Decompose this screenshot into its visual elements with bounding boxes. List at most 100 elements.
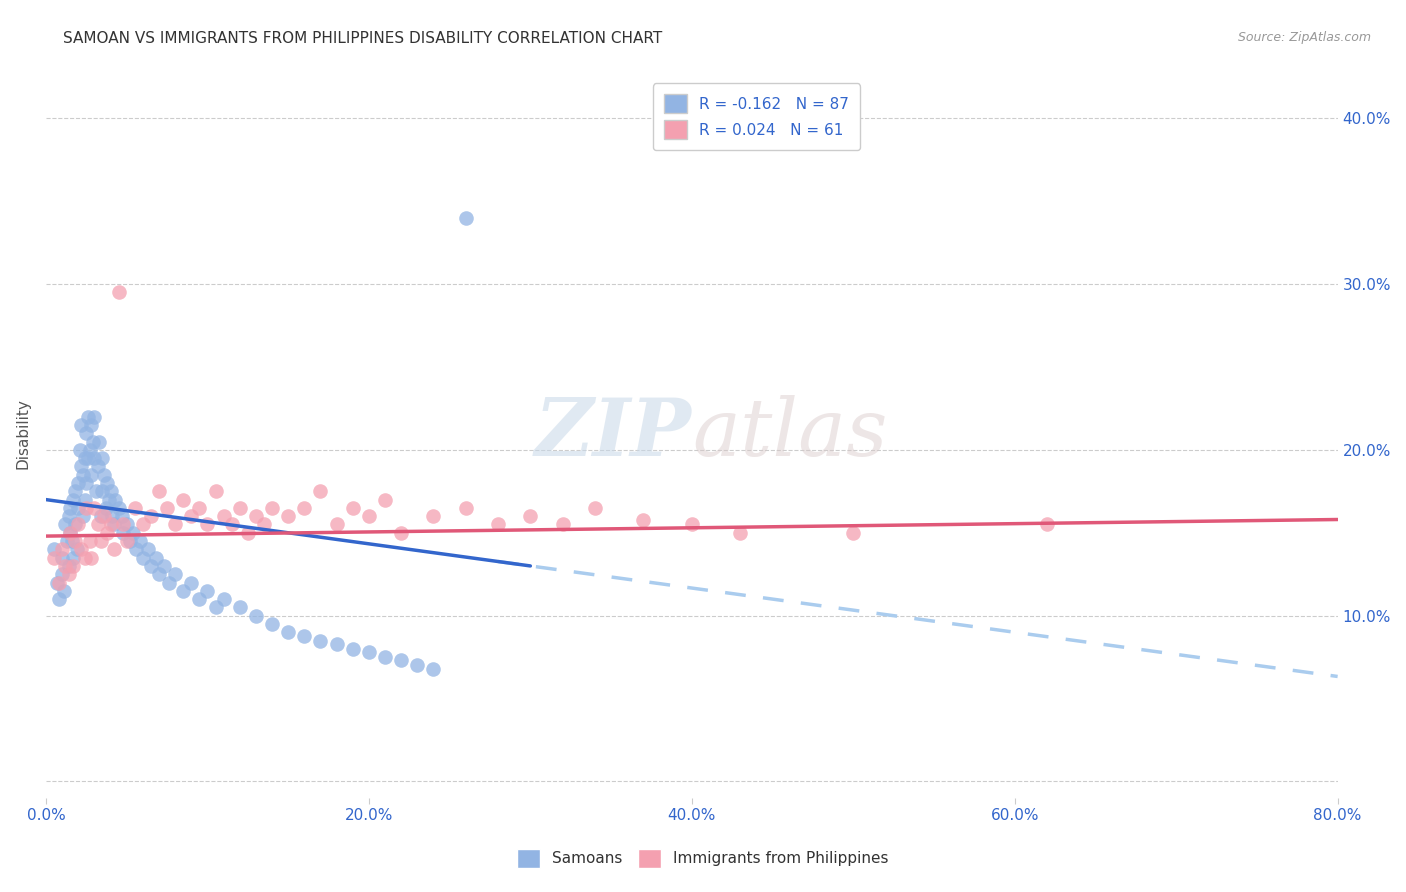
Point [228, 500, 250, 515]
Point [180, 575, 202, 590]
Point [67, 476, 90, 491]
Point [139, 558, 162, 573]
Point [165, 567, 187, 582]
Point [72, 509, 94, 524]
Point [124, 500, 146, 515]
Point [107, 285, 129, 300]
Point [42, 542, 65, 557]
Point [115, 517, 138, 532]
Point [62, 558, 84, 573]
Point [75, 476, 97, 491]
Point [58, 509, 80, 524]
Point [107, 500, 129, 515]
Point [111, 509, 134, 524]
Point [84, 484, 107, 499]
Point [104, 492, 127, 507]
Point [197, 583, 219, 598]
Point [70, 417, 93, 432]
Point [75, 500, 97, 515]
Point [112, 517, 135, 532]
Point [42, 550, 65, 565]
Point [309, 633, 332, 648]
Point [204, 484, 226, 499]
Point [63, 517, 86, 532]
Point [70, 459, 93, 474]
Point [122, 525, 145, 540]
Point [53, 517, 76, 532]
Point [53, 558, 76, 573]
Point [374, 492, 396, 507]
Point [112, 525, 135, 540]
Point [86, 517, 108, 532]
Point [212, 592, 235, 607]
Point [94, 500, 117, 515]
Point [73, 492, 96, 507]
Point [83, 409, 105, 424]
Point [52, 583, 75, 598]
Point [70, 542, 93, 557]
Point [145, 550, 167, 565]
Point [583, 500, 606, 515]
Point [389, 525, 412, 540]
Point [48, 575, 70, 590]
Point [132, 517, 155, 532]
Point [93, 467, 115, 482]
Point [325, 517, 347, 532]
Point [277, 509, 299, 524]
Point [59, 525, 82, 540]
Legend: Samoans, Immigrants from Philippines: Samoans, Immigrants from Philippines [512, 843, 894, 873]
Point [422, 662, 444, 676]
Point [357, 509, 380, 524]
Point [63, 534, 86, 549]
Point [422, 509, 444, 524]
Point [59, 500, 82, 515]
Y-axis label: Disability: Disability [15, 398, 30, 468]
Legend: R = -0.162   N = 87, R = 0.024   N = 61: R = -0.162 N = 87, R = 0.024 N = 61 [654, 84, 859, 150]
Point [245, 608, 267, 623]
Point [1036, 517, 1059, 532]
Point [188, 500, 211, 515]
Point [292, 500, 315, 515]
Point [125, 542, 148, 557]
Point [228, 600, 250, 615]
Point [253, 517, 276, 532]
Point [128, 534, 150, 549]
Point [60, 534, 83, 549]
Point [93, 509, 115, 524]
Point [342, 641, 364, 656]
Point [309, 484, 332, 499]
Point [91, 451, 114, 466]
Text: SAMOAN VS IMMIGRANTS FROM PHILIPPINES DISABILITY CORRELATION CHART: SAMOAN VS IMMIGRANTS FROM PHILIPPINES DI… [63, 31, 662, 46]
Point [48, 592, 70, 607]
Point [51, 550, 73, 565]
Point [115, 534, 138, 549]
Point [325, 637, 347, 651]
Point [633, 512, 655, 526]
Point [46, 575, 69, 590]
Point [67, 500, 90, 515]
Point [75, 426, 97, 441]
Point [728, 525, 751, 540]
Point [454, 211, 477, 225]
Point [73, 451, 96, 466]
Point [277, 625, 299, 640]
Point [89, 434, 111, 449]
Point [58, 558, 80, 573]
Point [58, 567, 80, 582]
Point [77, 409, 100, 424]
Point [389, 653, 412, 667]
Point [56, 534, 79, 549]
Point [86, 459, 108, 474]
Point [82, 434, 104, 449]
Point [51, 542, 73, 557]
Text: ZIP: ZIP [534, 394, 692, 472]
Point [204, 600, 226, 615]
Point [90, 534, 112, 549]
Point [197, 517, 219, 532]
Point [236, 525, 259, 540]
Point [100, 517, 122, 532]
Point [245, 509, 267, 524]
Point [103, 517, 125, 532]
Point [148, 567, 170, 582]
Point [551, 517, 574, 532]
